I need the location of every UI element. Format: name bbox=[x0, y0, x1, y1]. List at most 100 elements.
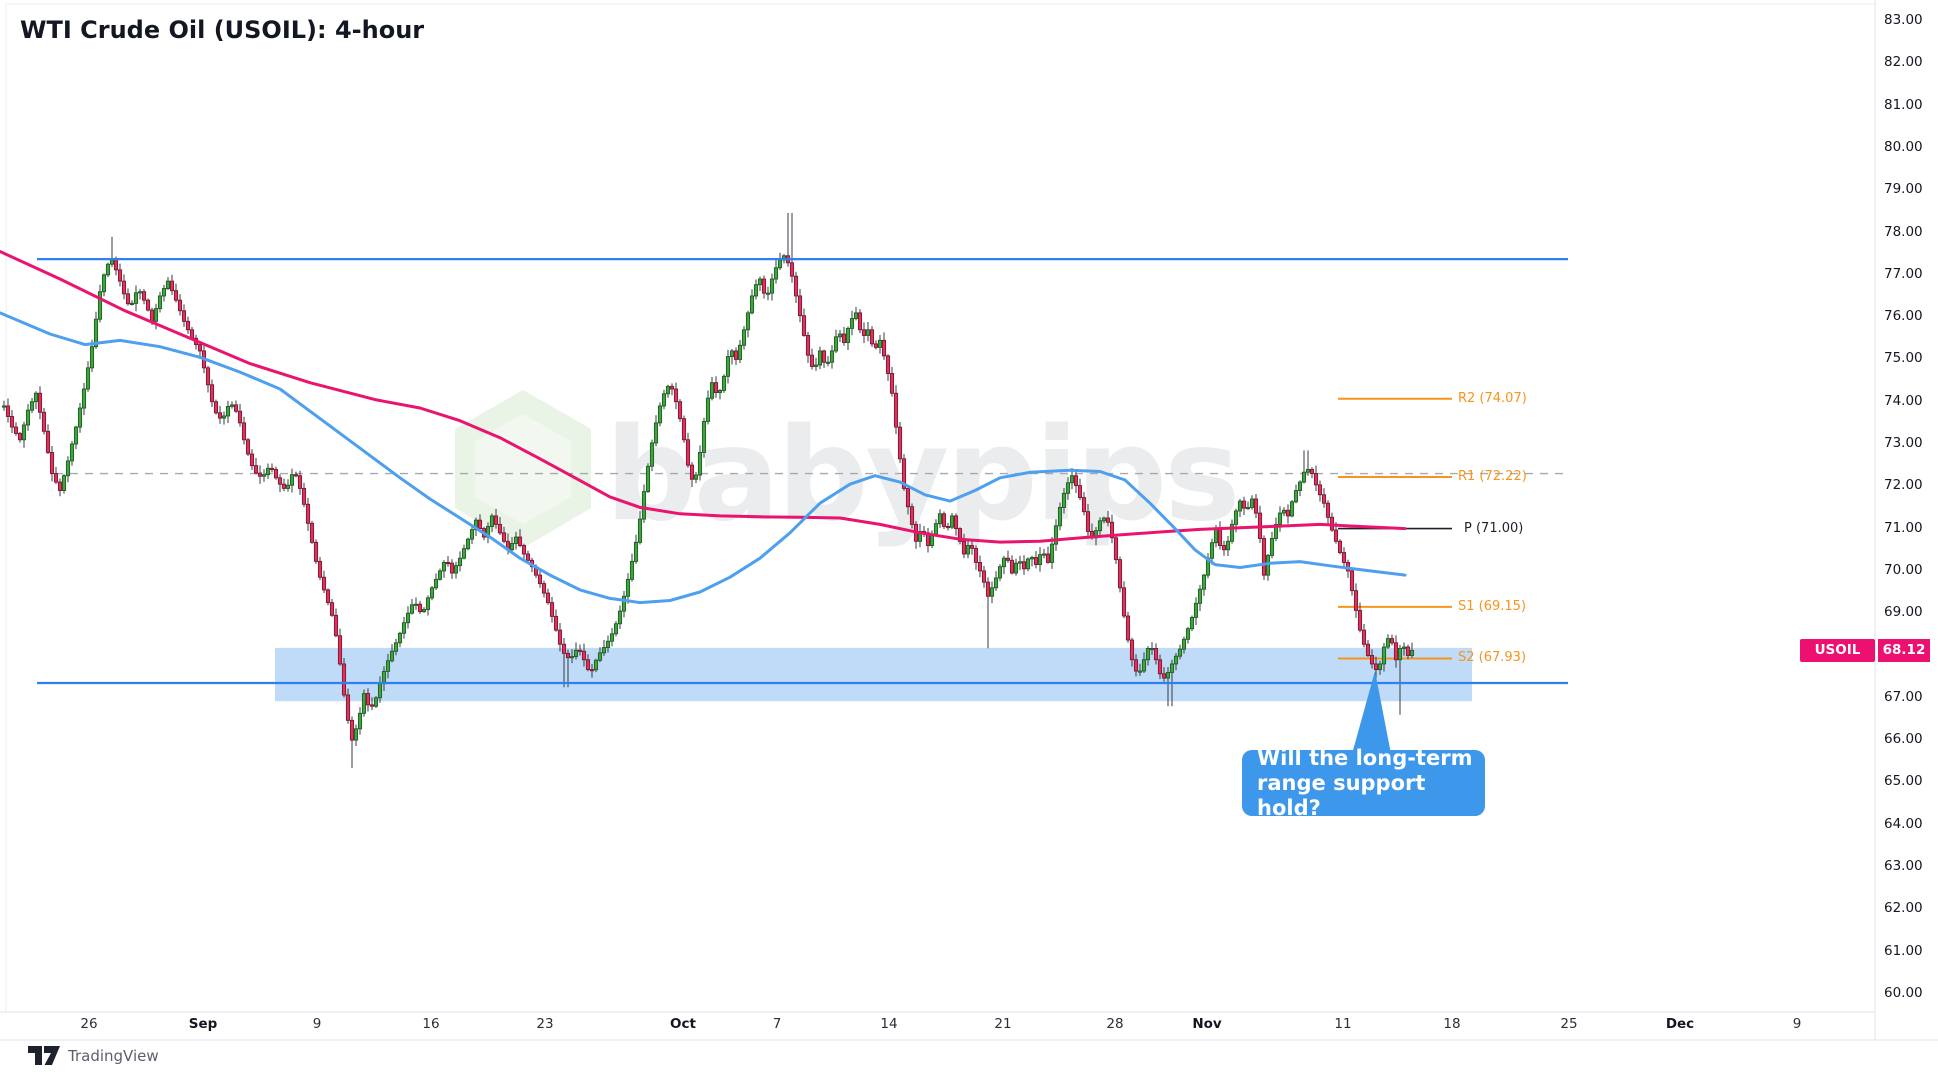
candle-body bbox=[1053, 525, 1059, 545]
candle-body bbox=[313, 541, 319, 562]
candle-body bbox=[717, 389, 723, 393]
candle-body bbox=[721, 375, 727, 391]
candle-body bbox=[69, 443, 75, 462]
candle-body bbox=[293, 474, 299, 477]
pivot-label: P (71.00) bbox=[1464, 520, 1524, 536]
candle-body bbox=[521, 545, 527, 555]
candle-body bbox=[189, 329, 195, 339]
candle-body bbox=[197, 344, 203, 352]
y-axis-label: 69.00 bbox=[1884, 604, 1923, 621]
candle-body bbox=[161, 288, 167, 297]
candle-body bbox=[769, 278, 775, 294]
candle-body bbox=[221, 415, 227, 419]
candle-body bbox=[1105, 517, 1111, 523]
candle-body bbox=[157, 295, 163, 310]
annotation-callout[interactable]: Will the long-term range support hold? bbox=[1242, 746, 1485, 820]
x-axis-label: 11 bbox=[1334, 1016, 1352, 1032]
candle-body bbox=[1069, 475, 1075, 484]
callout-line-2: range support hold? bbox=[1257, 770, 1426, 820]
candle-body bbox=[973, 547, 979, 563]
candle-body bbox=[565, 652, 571, 659]
candle-body bbox=[849, 318, 855, 329]
candle-body bbox=[1113, 537, 1119, 561]
candle-body bbox=[653, 422, 659, 444]
candle-body bbox=[1109, 521, 1115, 539]
candle-body bbox=[1153, 648, 1159, 661]
y-axis-label: 72.00 bbox=[1884, 477, 1923, 494]
candle-body bbox=[369, 704, 375, 707]
x-axis-label: Nov bbox=[1192, 1016, 1222, 1032]
candle-body bbox=[237, 410, 243, 424]
candle-body bbox=[1313, 473, 1319, 486]
candle-body bbox=[577, 649, 583, 652]
candle-body bbox=[277, 477, 283, 485]
candle-body bbox=[1381, 646, 1387, 665]
candle-body bbox=[297, 475, 303, 489]
candle-body bbox=[537, 574, 543, 585]
tradingview-logo[interactable]: TradingView bbox=[28, 1046, 159, 1066]
candle-body bbox=[945, 526, 951, 529]
candle-body bbox=[177, 299, 183, 312]
candle-body bbox=[1117, 559, 1123, 589]
candle-body bbox=[841, 333, 847, 343]
candle-body bbox=[1385, 638, 1391, 648]
candle-body bbox=[449, 562, 455, 574]
y-axis-label: 73.00 bbox=[1884, 435, 1923, 451]
candle-body bbox=[645, 465, 651, 493]
candle-body bbox=[1269, 538, 1275, 556]
candle-body bbox=[345, 694, 351, 721]
candle-body bbox=[549, 602, 555, 617]
candle-body bbox=[969, 545, 975, 549]
candle-body bbox=[1289, 501, 1295, 517]
candle-body bbox=[737, 344, 743, 360]
candle-body bbox=[117, 269, 123, 282]
x-axis-label: 14 bbox=[880, 1016, 898, 1032]
candle-body bbox=[509, 542, 515, 551]
fast-ma-blue bbox=[0, 311, 1407, 605]
candle-body bbox=[749, 295, 755, 314]
candle-body bbox=[1217, 528, 1223, 546]
candle-body bbox=[477, 519, 483, 530]
candle-body bbox=[761, 278, 767, 294]
candle-body bbox=[329, 602, 335, 616]
candle-body bbox=[593, 659, 599, 671]
candle-body bbox=[601, 647, 607, 654]
y-axis-label: 62.00 bbox=[1884, 900, 1923, 917]
candle-body bbox=[321, 576, 327, 591]
candle-body bbox=[889, 373, 895, 394]
candle-body bbox=[13, 426, 19, 434]
candle-body bbox=[1165, 671, 1171, 679]
candle-body bbox=[77, 407, 83, 428]
candle-body bbox=[1377, 663, 1383, 671]
candle-body bbox=[209, 384, 215, 403]
candle-body bbox=[809, 354, 815, 367]
candle-body bbox=[897, 426, 903, 460]
candle-body bbox=[613, 623, 619, 635]
candle-body bbox=[1121, 587, 1127, 617]
candle-body bbox=[1365, 643, 1371, 656]
pivot-label: S2 (67.93) bbox=[1458, 650, 1527, 666]
candle-body bbox=[617, 610, 623, 625]
watermark-text: babypips bbox=[605, 401, 1240, 550]
candle-body bbox=[665, 385, 671, 395]
candle-body bbox=[113, 259, 119, 271]
candle-body bbox=[265, 467, 271, 476]
x-axis-label: 9 bbox=[1792, 1016, 1802, 1032]
candle-body bbox=[273, 468, 279, 479]
candle-body bbox=[1201, 574, 1207, 590]
candle-body bbox=[1297, 481, 1303, 491]
candle-body bbox=[21, 424, 27, 441]
candle-body bbox=[977, 561, 983, 572]
candle-body bbox=[905, 487, 911, 508]
x-axis-label: Oct bbox=[670, 1016, 696, 1032]
candle-body bbox=[1241, 500, 1247, 509]
candle-body bbox=[341, 663, 347, 696]
range-zone[interactable] bbox=[275, 647, 1472, 702]
candle-body bbox=[233, 404, 239, 412]
candle-body bbox=[465, 538, 471, 550]
candle-body bbox=[1197, 588, 1203, 604]
candle-body bbox=[129, 302, 135, 306]
candle-body bbox=[1189, 616, 1195, 630]
candle-body bbox=[1101, 517, 1107, 522]
